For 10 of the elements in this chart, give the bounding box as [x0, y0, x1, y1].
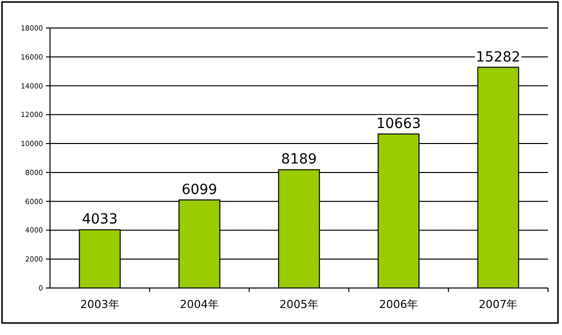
data-label: 8189 — [281, 152, 317, 168]
x-tick-label: 2007年 — [478, 298, 518, 311]
data-label: 4033 — [82, 212, 118, 228]
x-tick-label: 2006年 — [379, 298, 418, 311]
data-label: 6099 — [182, 182, 218, 198]
x-tick-label: 2005年 — [280, 298, 318, 311]
data-label: 10663 — [376, 116, 421, 132]
x-tick-label: 2004年 — [180, 298, 219, 311]
x-tick-label: 2003年 — [80, 298, 120, 311]
data-label: 15282 — [476, 49, 520, 66]
